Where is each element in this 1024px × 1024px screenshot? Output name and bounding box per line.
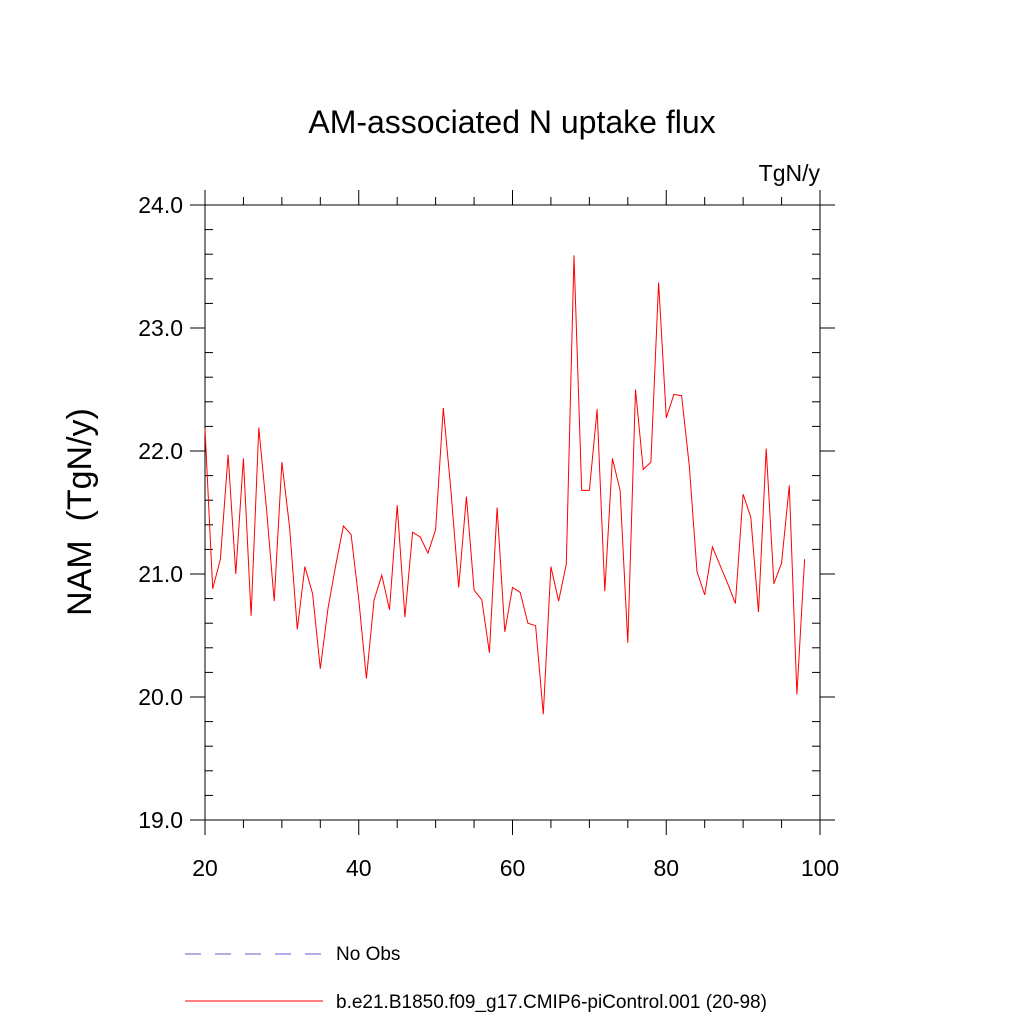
y-tick-label: 21.0 — [138, 561, 183, 587]
y-tick-label: 23.0 — [138, 315, 183, 341]
chart-title: AM-associated N uptake flux — [308, 104, 715, 140]
x-tick-label: 80 — [653, 855, 679, 881]
legend-label-no-obs: No Obs — [336, 944, 400, 965]
units-label: TgN/y — [759, 160, 821, 186]
series-line — [204, 255, 806, 715]
x-tick-label: 20 — [192, 855, 218, 881]
plot-frame — [204, 204, 821, 821]
axis-ticks — [190, 190, 835, 835]
legend-label-picontrol: b.e21.B1850.f09_g17.CMIP6-piControl.001 … — [336, 992, 767, 1013]
y-tick-label: 19.0 — [138, 807, 183, 833]
x-tick-label: 40 — [346, 855, 372, 881]
y-axis-label: NAM (TgN/y) — [61, 408, 99, 616]
y-tick-label: 22.0 — [138, 438, 183, 464]
axis-tick-labels: 20 40 60 80 100 19.0 20.0 21.0 22.0 23.0 24.0 — [138, 192, 839, 881]
x-tick-label: 60 — [500, 855, 526, 881]
y-tick-label: 24.0 — [138, 192, 183, 218]
x-tick-label: 100 — [801, 855, 839, 881]
legend: No Obs b.e21.B1850.f09_g17.CMIP6-piContr… — [185, 944, 767, 1013]
y-tick-label: 20.0 — [138, 684, 183, 710]
